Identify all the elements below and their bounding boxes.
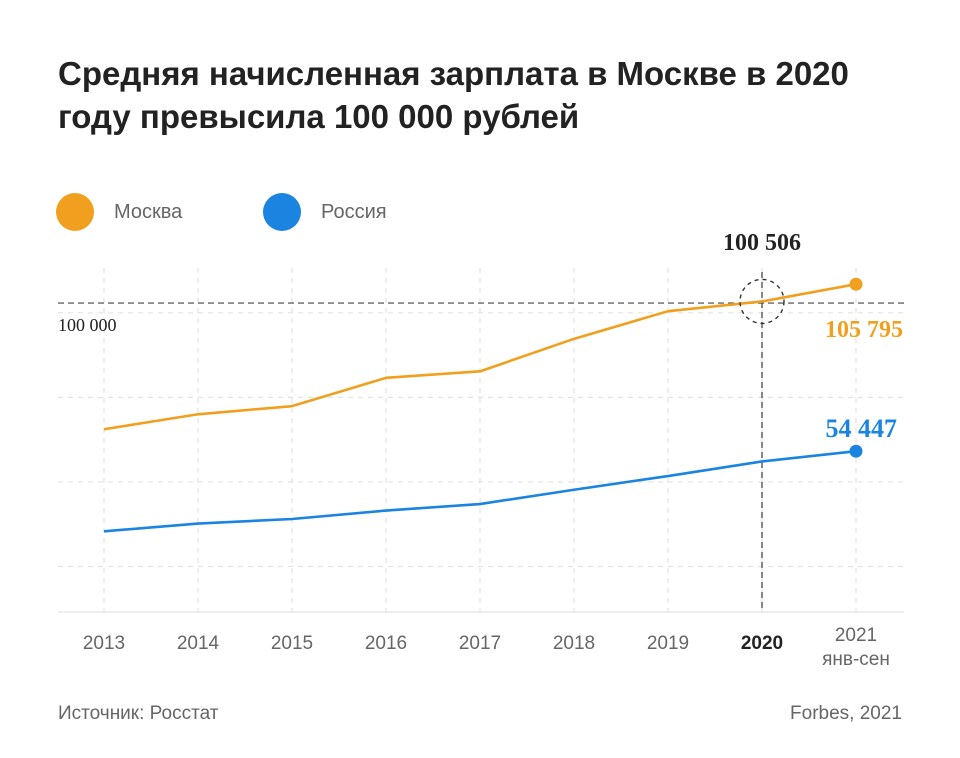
moscow-end-label: 105 795 (825, 317, 903, 343)
data-point (849, 444, 863, 458)
x-tick-label: 2018 (553, 633, 595, 654)
source-note: Источник: Росстат (58, 703, 219, 724)
legend-moscow-swatch (56, 193, 94, 231)
x-tick-label: 2013 (83, 633, 125, 654)
x-tick-label: 2017 (459, 633, 501, 654)
legend-moscow-label: Москва (114, 200, 183, 223)
legend-russia-label: Россия (321, 200, 387, 223)
series-line-moscow (103, 282, 857, 431)
legend-russia-swatch (263, 193, 301, 231)
series-line-russia (103, 449, 857, 533)
chart-title: Средняя начисленная зарплата в Москве в … (58, 52, 918, 138)
data-point (849, 277, 863, 291)
russia-end-label: 54 447 (826, 414, 898, 443)
x-tick-label: 2021 (835, 625, 877, 646)
annotation-circle (739, 278, 785, 325)
x-tick-label: 2014 (177, 633, 220, 654)
credit-note: Forbes, 2021 (790, 703, 902, 724)
x-tick-label: 2019 (647, 633, 689, 654)
chart-title-line-1: Средняя начисленная зарплата в Москве в … (58, 55, 849, 92)
legend-item-moscow: Москва (56, 192, 182, 232)
x-tick-label: янв-сен (822, 649, 890, 670)
x-tick-label: 2015 (271, 633, 313, 654)
x-tick-label: 2020 (741, 633, 783, 654)
x-tick-label: 2016 (365, 633, 407, 654)
annotation-label: 100 506 (723, 230, 801, 256)
legend-item-russia: Россия (263, 192, 387, 232)
reference-line-label: 100 000 (58, 315, 117, 335)
chart-title-line-2: году превысила 100 000 рублей (58, 98, 580, 135)
